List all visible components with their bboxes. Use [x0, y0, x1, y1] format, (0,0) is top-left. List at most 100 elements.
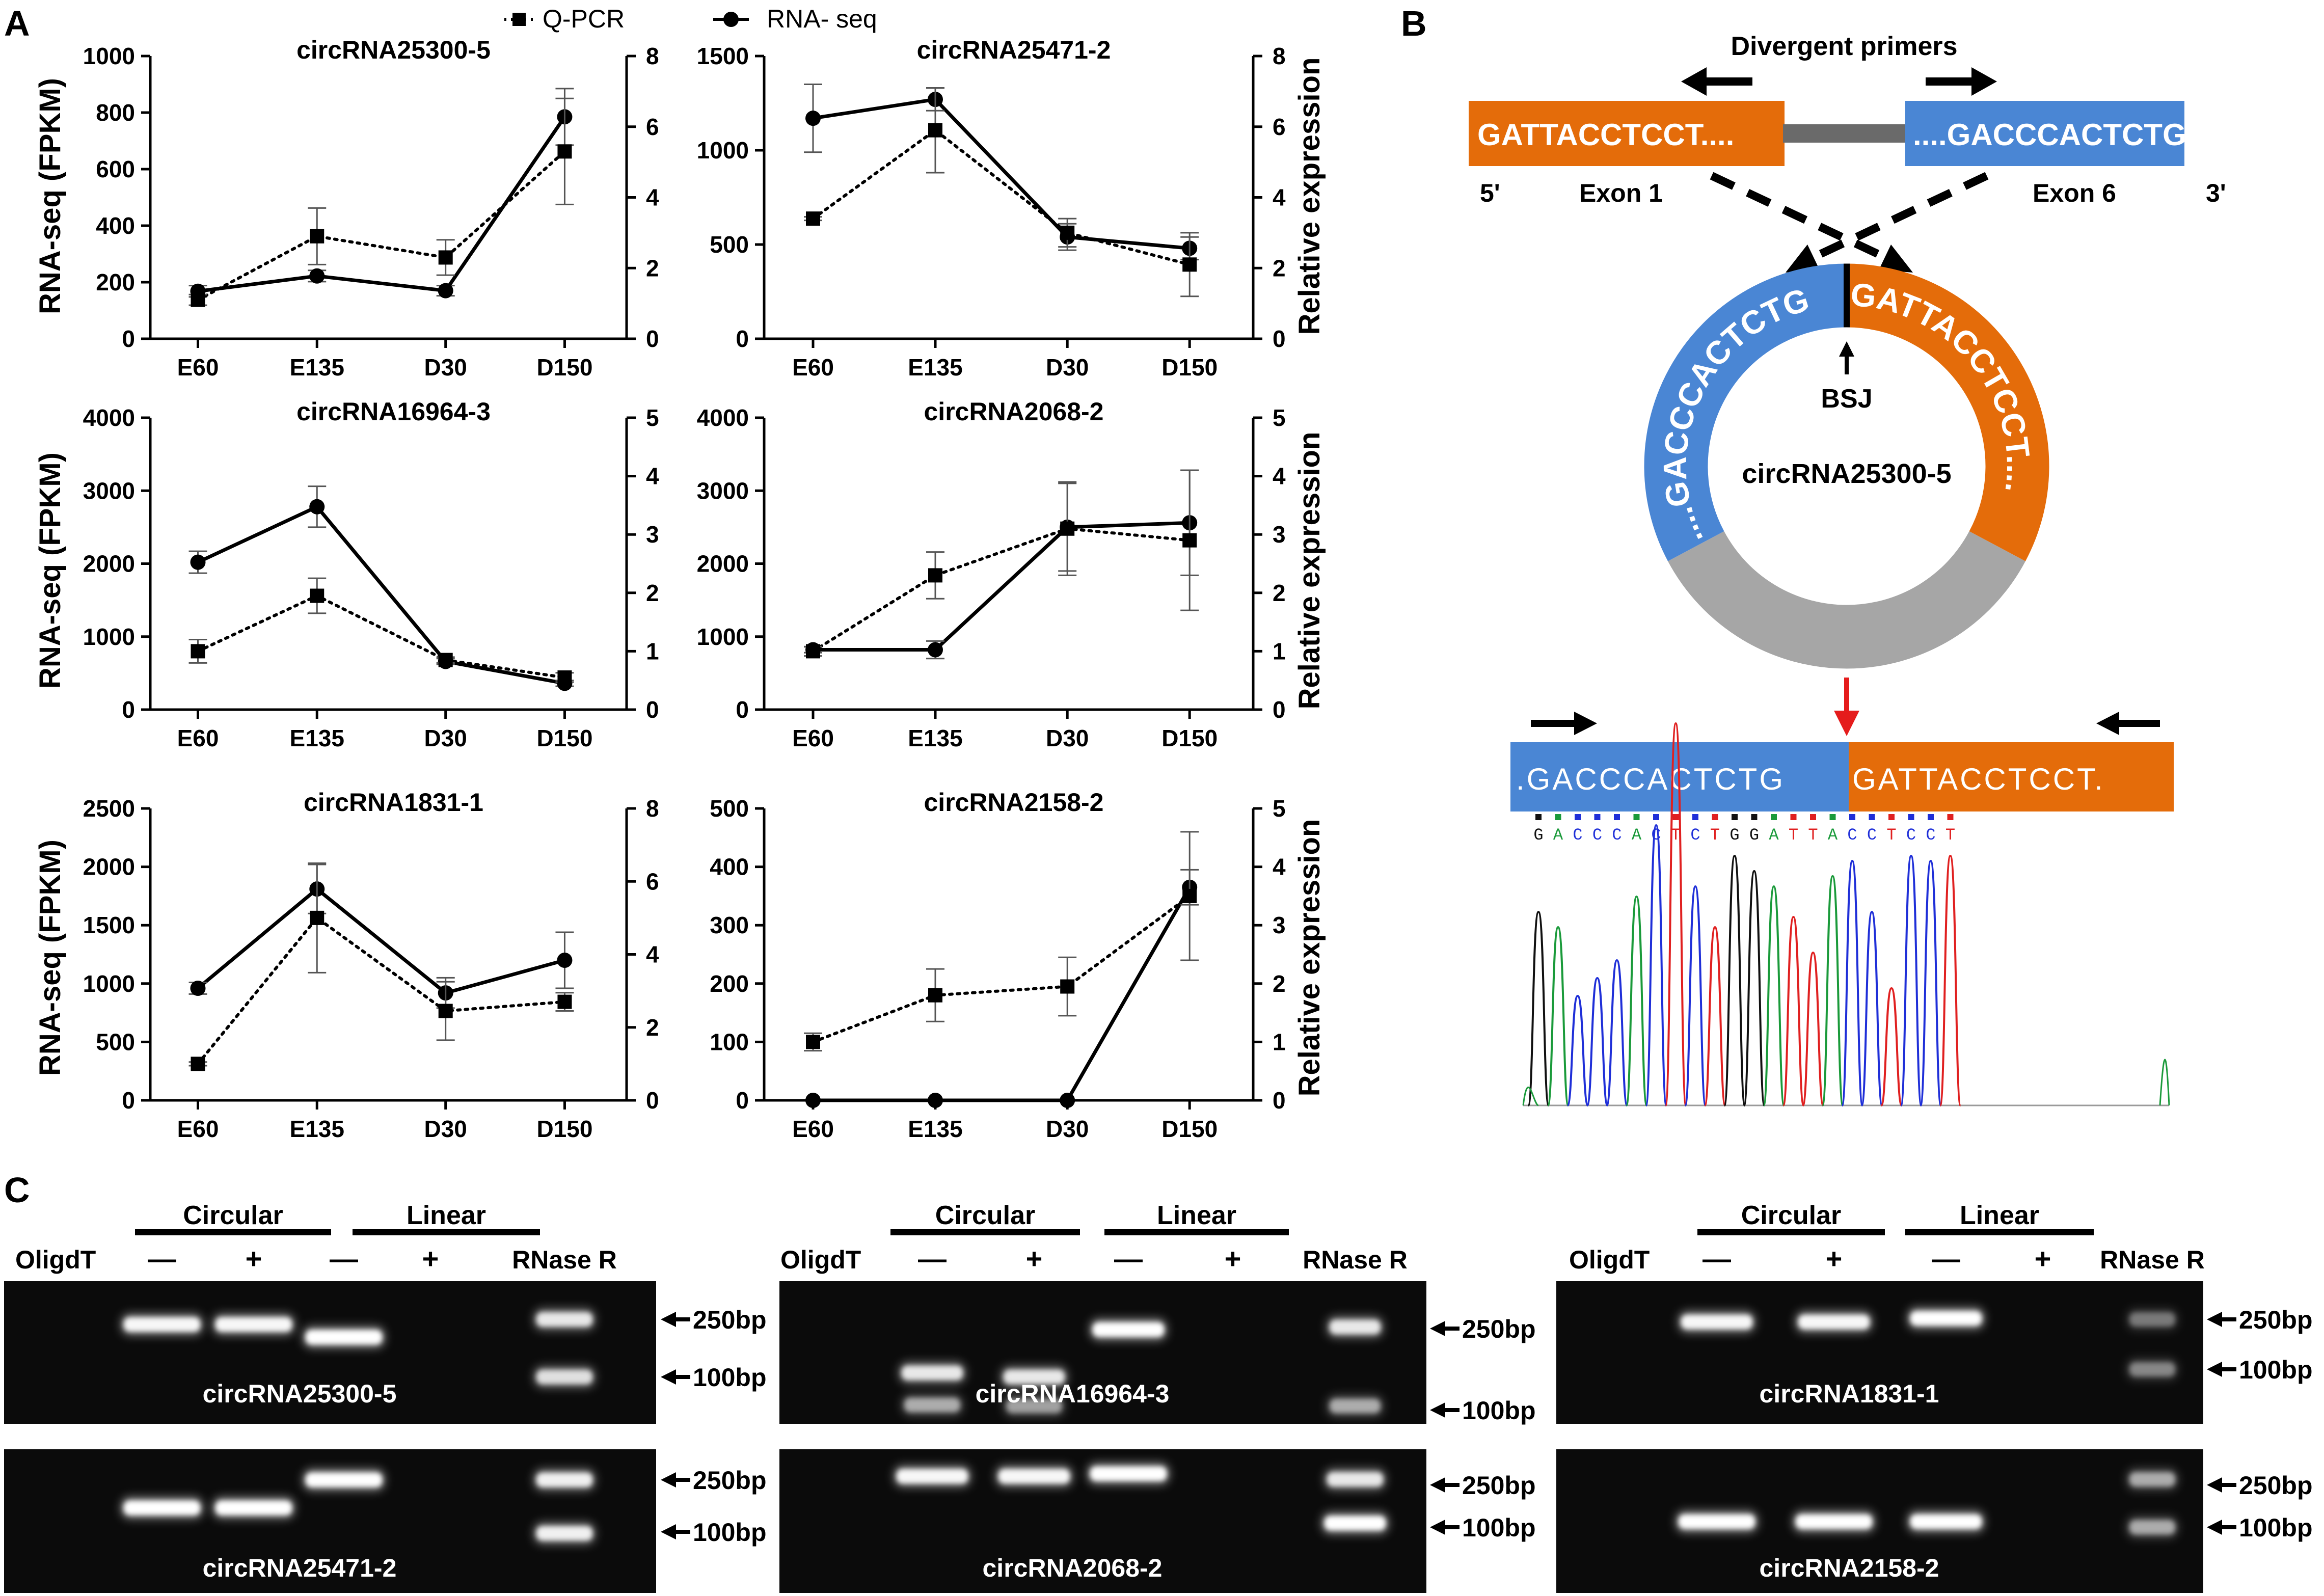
trace-peak [1763, 885, 1785, 1106]
legend-qpcr-marker [512, 13, 526, 26]
trace-peak [1645, 824, 1667, 1106]
x-tick-label: D150 [1161, 354, 1218, 381]
left-axis-title-row3: RNA-seq (FPKM) [34, 840, 67, 1076]
x-tick-label: D150 [536, 354, 592, 381]
base-letter: C [1847, 826, 1857, 845]
gel-name-label: circRNA1831-1 [1760, 1379, 1939, 1408]
bsj-label: BSJ [1821, 384, 1872, 414]
right-tick-label: 4 [646, 463, 659, 490]
trace-peak [1920, 859, 1942, 1106]
left-tick-label: 1500 [83, 912, 135, 938]
red-down-arrow-icon [1834, 678, 1859, 736]
qpcr-line [812, 894, 1192, 1044]
left-tick-label: 100 [710, 1029, 749, 1055]
minus-sign: — [918, 1242, 947, 1275]
gel-background [1556, 1281, 2203, 1424]
right-tick-label: 5 [646, 404, 659, 431]
left-tick-label: 800 [96, 99, 135, 126]
rnaseq-line [811, 521, 1192, 652]
left-tick-label: 2000 [697, 551, 749, 577]
marker-arrow-icon [2207, 1477, 2236, 1493]
plus-sign: + [1026, 1242, 1043, 1275]
plus-sign: + [246, 1242, 262, 1275]
marker-arrow-icon [661, 1524, 690, 1539]
marker-arrow-head [2207, 1362, 2222, 1377]
base-letter: C [1612, 826, 1622, 845]
gel-band [998, 1469, 1070, 1483]
right-tick-label: 5 [1273, 795, 1286, 822]
trace-peak [1606, 959, 1628, 1106]
base-letter: C [1651, 826, 1661, 845]
gel-band [1325, 1516, 1386, 1530]
trace-peak [1860, 910, 1883, 1106]
gel-group-1: Circular Linear OligdT — + — + RNase R circRNA25… [4, 1201, 767, 1593]
base-letter: G [1730, 826, 1739, 845]
right-tick-label: 8 [1273, 43, 1286, 69]
trace-peak [1704, 926, 1726, 1106]
right-tick-label: 0 [646, 1087, 659, 1114]
qpcr-point [191, 1057, 205, 1071]
base-letter: G [1749, 826, 1759, 845]
right-tick-label: 6 [1273, 114, 1286, 140]
gel-band [1090, 1467, 1167, 1481]
left-tick-label: 1500 [697, 43, 749, 69]
gel-band [1330, 1399, 1381, 1413]
gel-band [2129, 1520, 2175, 1534]
left-tick-label: 4000 [83, 404, 135, 431]
trace-peak [1900, 854, 1923, 1106]
gel-band [1093, 1322, 1164, 1337]
trace-peak [1684, 885, 1707, 1106]
marker-250bp-label: 250bp [1462, 1315, 1536, 1343]
gel-band [215, 1501, 292, 1515]
marker-arrow-head [1430, 1402, 1445, 1418]
right-axis-title-row1: Relative expression [1293, 58, 1326, 335]
gel-band [215, 1317, 292, 1332]
marker-arrow-head [2207, 1312, 2222, 1327]
chart-title: circRNA2158-2 [924, 788, 1104, 817]
left-tick-label: 3000 [83, 477, 135, 504]
ring-orange-segment [1846, 263, 2049, 561]
x-tick-label: E135 [908, 354, 962, 381]
right-tick-label: 1 [646, 638, 659, 664]
right-tick-label: 0 [646, 326, 659, 352]
trace-peak [1547, 926, 1570, 1106]
base-color-dot [1672, 814, 1679, 820]
base-color-dot [1790, 814, 1797, 820]
marker-arrow-icon [1430, 1477, 1460, 1493]
rnaseq-point [190, 980, 206, 996]
right-tick-label: 0 [1273, 326, 1286, 352]
gel-image: circRNA1831-1 250bp 100bp [1556, 1281, 2313, 1424]
qpcr-point [310, 588, 325, 603]
left-tick-label: 2500 [83, 795, 135, 822]
base-letter: C [1690, 826, 1700, 845]
base-letter: T [1671, 826, 1681, 845]
trace-peak [1566, 994, 1589, 1106]
right-tick-label: 4 [646, 184, 659, 211]
trace-peak [1821, 875, 1844, 1106]
gel-band [306, 1473, 382, 1487]
right-tick-label: 0 [646, 696, 659, 723]
left-tick-label: 0 [122, 326, 135, 352]
base-color-dot [1614, 814, 1620, 820]
qpcr-point [806, 644, 820, 659]
qpcr-point [806, 1035, 820, 1049]
right-tick-label: 4 [1273, 854, 1286, 880]
base-color-dot [1908, 814, 1914, 820]
left-tick-label: 600 [96, 156, 135, 182]
right-tick-label: 1 [1273, 638, 1286, 664]
marker-arrow-head [2207, 1477, 2222, 1493]
rnaseq-line [811, 97, 1192, 250]
qpcr-line [196, 594, 566, 679]
right-tick-label: 6 [646, 114, 659, 140]
base-letter: C [1867, 826, 1877, 845]
linear-label: Linear [1157, 1201, 1236, 1230]
marker-arrow-head [1430, 1321, 1445, 1336]
qpcr-point [928, 123, 942, 138]
chart-circRNA16964-3: 0 1000 2000 3000 4000 0 1 2 3 4 5 E60 E135 D30 D150 cir… [83, 397, 659, 751]
qpcr-point [1182, 888, 1197, 903]
qpcr-point [438, 653, 453, 667]
qpcr-point [1182, 257, 1197, 272]
left-tick-label: 400 [710, 854, 749, 880]
left-tick-label: 200 [710, 970, 749, 997]
